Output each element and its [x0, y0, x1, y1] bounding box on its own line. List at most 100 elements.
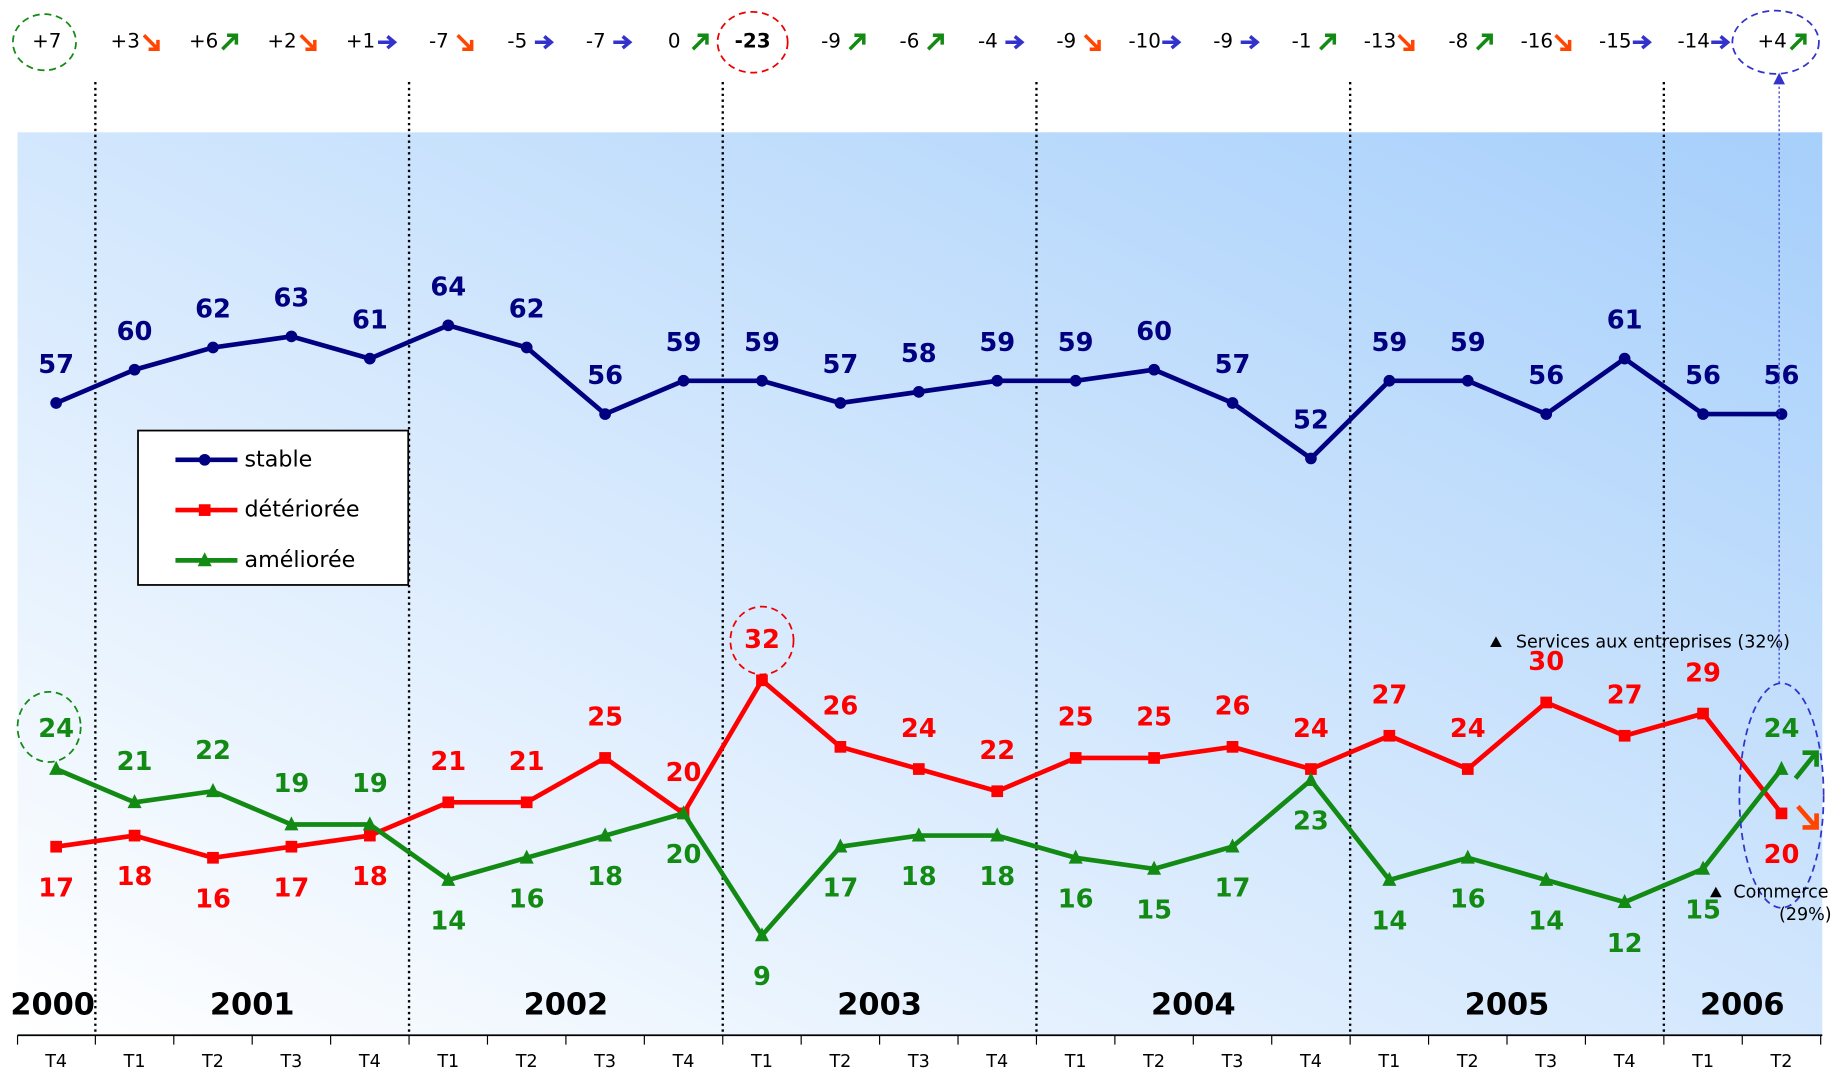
highlight — [1738, 682, 1825, 909]
trend-arrow — [378, 35, 398, 50]
data-label: 56 — [1764, 361, 1800, 391]
data-label: 62 — [195, 295, 231, 325]
balance-label: +4 — [1757, 30, 1786, 53]
data-label: 57 — [1215, 350, 1251, 380]
point — [1618, 352, 1631, 365]
highlight — [11, 13, 77, 72]
x-tick-label: T3 — [279, 1052, 302, 1072]
x-tick-label: T4 — [358, 1052, 381, 1072]
trend-arrow — [456, 33, 474, 52]
data-label: 16 — [509, 884, 545, 914]
balance-label: 0 — [668, 30, 681, 53]
annotation: Commerce — [1733, 883, 1828, 903]
data-label: 32 — [744, 625, 780, 655]
point — [1697, 408, 1709, 420]
legend-marker — [198, 504, 211, 516]
data-label: 61 — [352, 306, 388, 336]
data-label: 14 — [1528, 907, 1564, 937]
balance-label: -15 — [1599, 30, 1631, 53]
balance-label: +2 — [267, 30, 296, 53]
point — [599, 408, 611, 420]
legend-label: améliorée — [244, 547, 355, 573]
end-arrow — [1793, 750, 1819, 780]
data-label: 60 — [1136, 317, 1172, 347]
point — [1775, 807, 1788, 820]
data-label: 59 — [979, 328, 1015, 358]
data-label: 59 — [666, 328, 702, 358]
year-label: 2006 — [1700, 988, 1785, 1023]
data-label: 14 — [1371, 907, 1407, 937]
balance-label: -23 — [735, 30, 771, 53]
highlight — [729, 605, 795, 676]
point — [990, 827, 1005, 842]
data-label: 25 — [1136, 703, 1172, 733]
trend-arrow — [534, 35, 554, 50]
data-label: 20 — [1764, 840, 1800, 870]
data-label: 57 — [822, 350, 858, 380]
trend-arrow — [691, 33, 709, 51]
balance-label: -10 — [1128, 30, 1160, 53]
point — [1696, 860, 1711, 875]
data-label: 24 — [1764, 714, 1800, 744]
point — [50, 840, 62, 853]
point — [1226, 741, 1239, 753]
trend-arrow — [1083, 33, 1101, 52]
data-label: 26 — [1215, 692, 1251, 722]
point — [520, 341, 533, 354]
point — [676, 805, 691, 820]
trend-arrow — [613, 35, 633, 50]
x-tick-label: T1 — [1064, 1052, 1087, 1072]
year-label: 2004 — [1151, 988, 1236, 1023]
trend-arrow — [1789, 33, 1807, 51]
year-label: 2001 — [210, 988, 295, 1023]
point — [1148, 363, 1160, 376]
pointer-head — [1773, 72, 1785, 85]
data-label: 24 — [901, 714, 937, 744]
data-label: 60 — [117, 317, 153, 347]
point — [1539, 871, 1554, 886]
highlight — [16, 690, 82, 763]
data-label: 25 — [1058, 703, 1094, 733]
trend-arrow — [848, 33, 866, 51]
data-label: 17 — [38, 873, 74, 903]
legend-marker — [197, 552, 212, 567]
trend-arrow — [1162, 35, 1182, 50]
point — [1069, 374, 1082, 387]
point — [833, 838, 848, 853]
data-label: 21 — [117, 747, 153, 777]
highlight — [1731, 9, 1820, 75]
point — [207, 341, 219, 354]
data-label: 18 — [979, 862, 1015, 892]
data-label: 64 — [430, 272, 466, 302]
data-label: 62 — [509, 295, 545, 325]
balance-label: +7 — [32, 30, 61, 53]
point — [442, 319, 455, 332]
point — [285, 330, 298, 343]
point — [520, 796, 533, 809]
point — [50, 397, 62, 409]
point — [1461, 763, 1474, 775]
point — [1226, 397, 1239, 409]
data-label: 19 — [274, 769, 310, 799]
balance-label: -9 — [821, 30, 841, 53]
x-tick-label: T4 — [1299, 1052, 1322, 1072]
point — [363, 829, 376, 842]
point — [1068, 849, 1083, 864]
data-label: 18 — [352, 862, 388, 892]
x-tick-label: T3 — [1221, 1052, 1244, 1072]
legend-marker — [198, 453, 211, 466]
point — [912, 763, 925, 775]
point — [1069, 752, 1082, 764]
point — [1461, 374, 1474, 387]
trend-arrow — [1475, 33, 1493, 51]
point — [362, 816, 377, 831]
balance-label: -9 — [1213, 30, 1233, 53]
data-label: 15 — [1136, 895, 1172, 925]
balance-label: -7 — [429, 30, 449, 53]
data-label: 26 — [822, 692, 858, 722]
trend-arrow — [221, 33, 239, 51]
data-label: 18 — [901, 862, 937, 892]
point — [519, 849, 534, 864]
data-label: 25 — [587, 703, 623, 733]
trend-arrow — [1240, 35, 1260, 50]
